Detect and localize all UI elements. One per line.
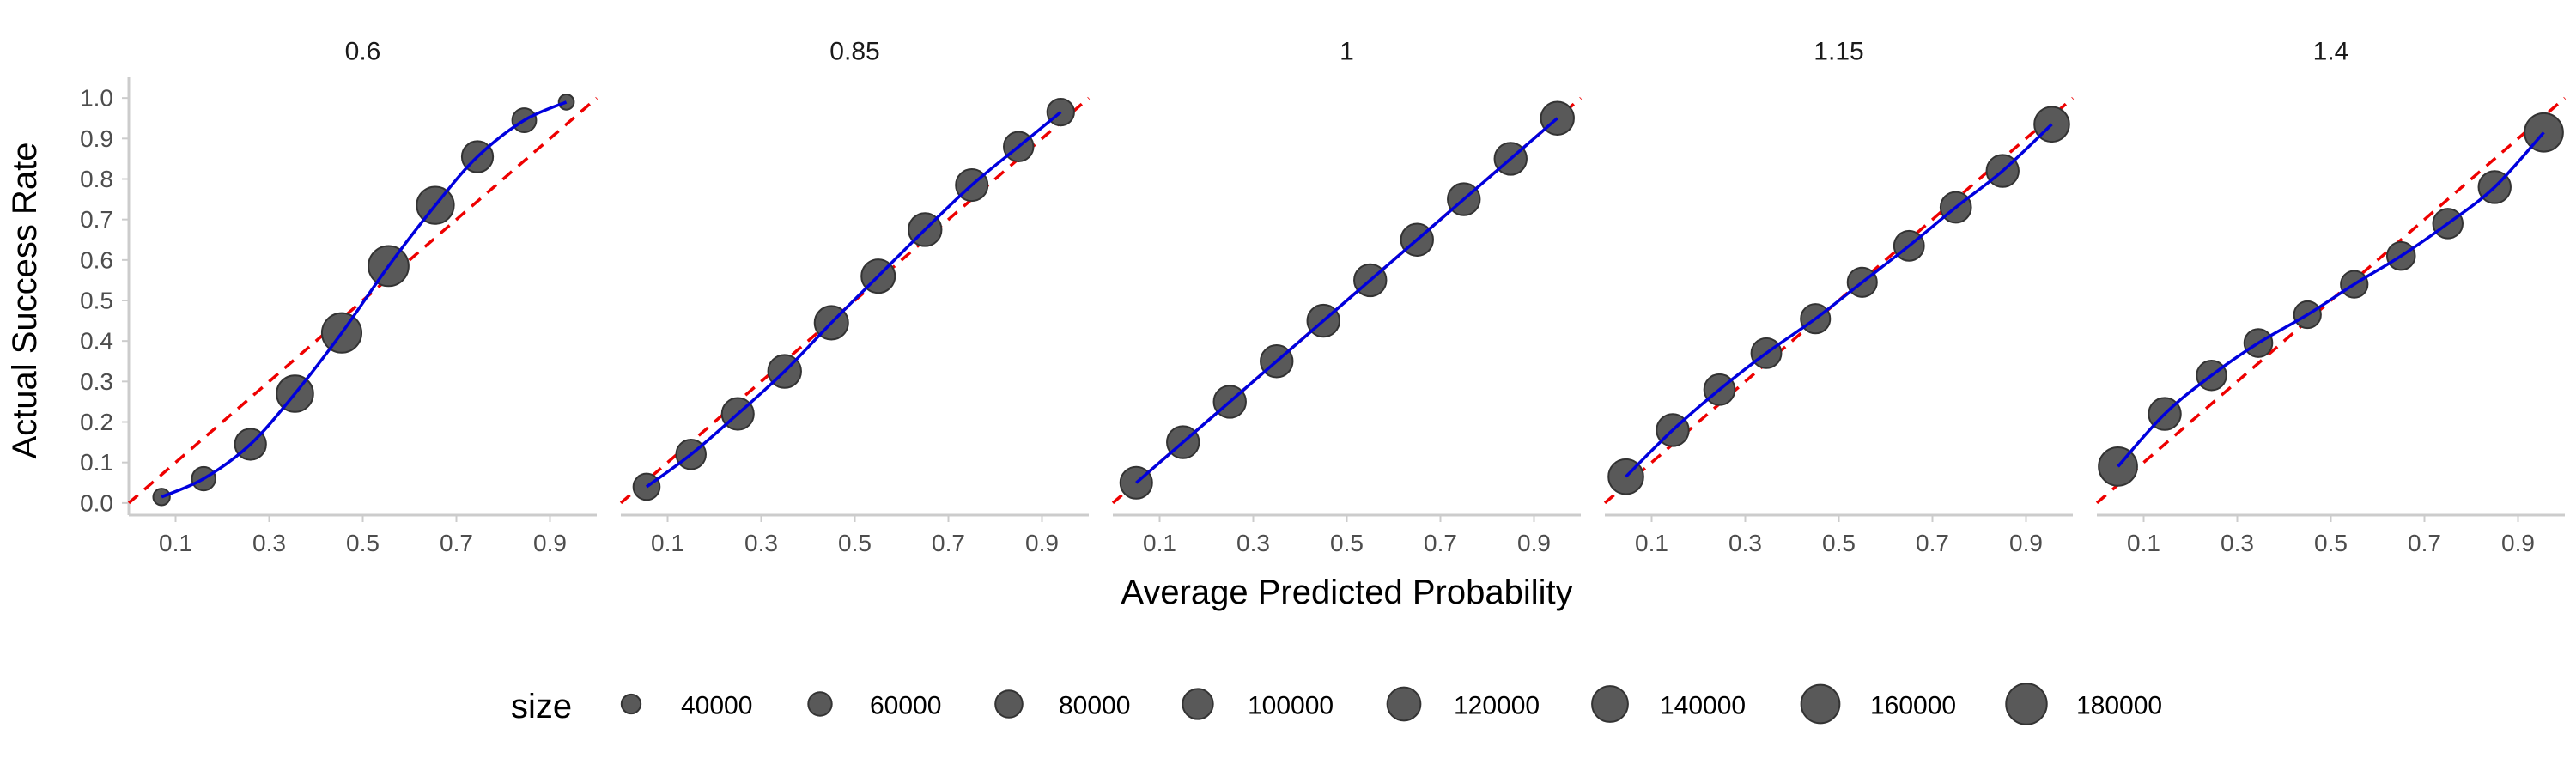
x-tick-label: 0.1 bbox=[651, 530, 684, 556]
legend-label: 140000 bbox=[1660, 692, 1746, 720]
x-tick-label: 0.9 bbox=[1025, 530, 1059, 556]
legend-key bbox=[1800, 683, 1841, 725]
legend-key bbox=[2005, 683, 2048, 725]
x-tick-label: 0.7 bbox=[440, 530, 473, 556]
x-tick-label: 0.7 bbox=[1424, 530, 1457, 556]
legend-label: 80000 bbox=[1059, 692, 1130, 720]
legend-key bbox=[620, 693, 642, 715]
x-tick-label: 0.9 bbox=[533, 530, 567, 556]
x-tick-label: 0.7 bbox=[2408, 530, 2441, 556]
data-point bbox=[557, 94, 575, 111]
panels-layer: 0.6 0.1 0.3 0.5 0.7 0.9 0.0 0.1 0.2 0.3 0.4 0.5 0.6 0… bbox=[80, 38, 2567, 556]
facet-panel: 1.4 0.1 0.3 0.5 0.7 0.9 bbox=[2095, 38, 2567, 556]
smooth-line bbox=[1135, 117, 1558, 484]
x-tick-label: 0.9 bbox=[2009, 530, 2043, 556]
y-tick-label: 0.8 bbox=[80, 166, 113, 192]
y-tick-label: 0.2 bbox=[80, 409, 113, 435]
smooth-line bbox=[161, 100, 568, 499]
y-axis-label: Actual Success Rate bbox=[6, 142, 44, 458]
facet-label: 1 bbox=[1340, 38, 1354, 66]
x-tick-label: 0.5 bbox=[838, 530, 872, 556]
legend-label: 120000 bbox=[1454, 692, 1540, 720]
x-tick-label: 0.3 bbox=[744, 530, 778, 556]
smooth-line bbox=[645, 111, 1062, 489]
facet-label: 1.15 bbox=[1814, 38, 1863, 66]
legend-label: 40000 bbox=[681, 692, 752, 720]
x-axis-label: Average Predicted Probability bbox=[1121, 574, 1572, 611]
legend-key bbox=[807, 691, 833, 717]
legend-key bbox=[1182, 688, 1214, 720]
smooth-line bbox=[2117, 131, 2545, 468]
x-tick-label: 0.1 bbox=[1635, 530, 1668, 556]
x-tick-label: 0.5 bbox=[1330, 530, 1364, 556]
x-tick-label: 0.5 bbox=[346, 530, 380, 556]
x-tick-label: 0.9 bbox=[2501, 530, 2535, 556]
smooth-line bbox=[1625, 123, 2053, 478]
facet-panel: 1.15 0.1 0.3 0.5 0.7 0.9 bbox=[1603, 38, 2075, 556]
legend-title: size bbox=[511, 688, 572, 725]
facet-label: 0.6 bbox=[345, 38, 381, 66]
y-tick-label: 1.0 bbox=[80, 85, 113, 112]
y-tick-label: 0.0 bbox=[80, 489, 113, 516]
facet-panel: 1 0.1 0.3 0.5 0.7 0.9 bbox=[1111, 38, 1583, 556]
legend-label: 180000 bbox=[2076, 692, 2162, 720]
legend-label: 60000 bbox=[870, 692, 941, 720]
legend-key bbox=[1386, 686, 1422, 722]
x-tick-label: 0.9 bbox=[1517, 530, 1551, 556]
y-tick-label: 0.7 bbox=[80, 206, 113, 233]
y-tick-label: 0.3 bbox=[80, 368, 113, 395]
facet-label: 1.4 bbox=[2313, 38, 2349, 66]
legend-label: 160000 bbox=[1870, 692, 1956, 720]
x-tick-label: 0.5 bbox=[2314, 530, 2348, 556]
x-tick-label: 0.5 bbox=[1822, 530, 1856, 556]
x-tick-label: 0.3 bbox=[1236, 530, 1270, 556]
x-tick-label: 0.1 bbox=[159, 530, 192, 556]
facet-panel: 0.85 0.1 0.3 0.5 0.7 0.9 bbox=[619, 38, 1091, 556]
x-tick-label: 0.3 bbox=[252, 530, 286, 556]
x-tick-label: 0.7 bbox=[1916, 530, 1949, 556]
y-tick-label: 0.1 bbox=[80, 449, 113, 476]
x-tick-label: 0.1 bbox=[2127, 530, 2160, 556]
legend-label: 100000 bbox=[1248, 692, 1334, 720]
y-tick-label: 0.4 bbox=[80, 328, 113, 355]
facet-panel: 0.6 0.1 0.3 0.5 0.7 0.9 0.0 0.1 0.2 0.3 0.4 0.5 0.6 0… bbox=[80, 38, 598, 556]
facet-label: 0.85 bbox=[829, 38, 879, 66]
x-tick-label: 0.7 bbox=[932, 530, 965, 556]
y-tick-label: 0.9 bbox=[80, 125, 113, 152]
size-legend: size 40000 60000 80000 100000 120000 140000 16… bbox=[511, 683, 2162, 725]
x-tick-label: 0.3 bbox=[2221, 530, 2254, 556]
x-tick-label: 0.1 bbox=[1143, 530, 1176, 556]
legend-key bbox=[1591, 685, 1629, 723]
y-tick-label: 0.5 bbox=[80, 288, 113, 314]
y-tick-label: 0.6 bbox=[80, 246, 113, 273]
x-tick-label: 0.3 bbox=[1728, 530, 1762, 556]
legend-key bbox=[994, 689, 1024, 719]
